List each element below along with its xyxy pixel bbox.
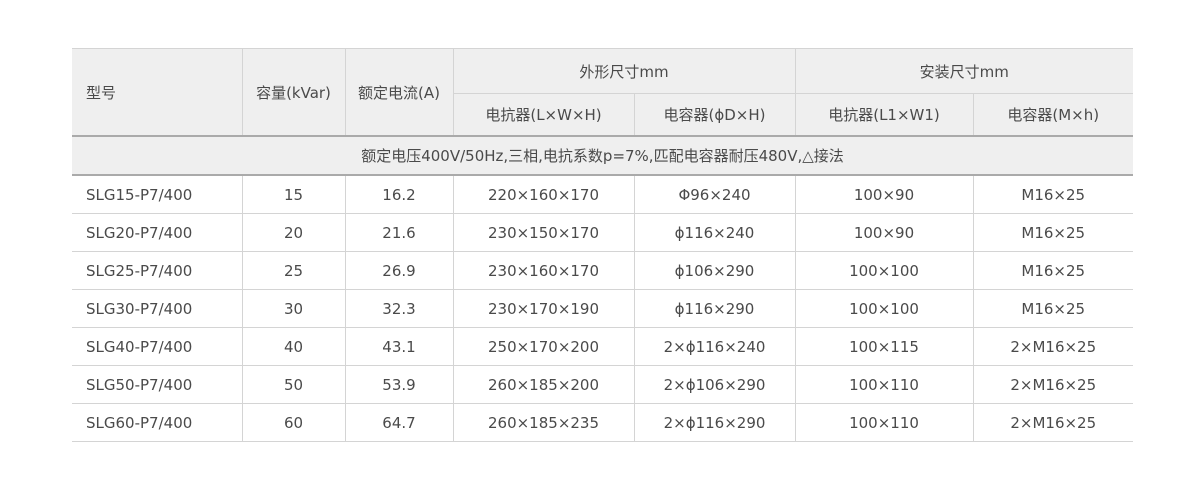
table-cell: 2×M16×25 [972, 403, 1133, 442]
table-row: SLG40-P7/400 40 43.1 250×170×200 2×ϕ116×240 1… [72, 327, 1133, 366]
header-outer-capacitor: 电容器(ϕD×H) [633, 93, 796, 137]
table-cell: 20 [241, 213, 346, 252]
table-cell: 230×170×190 [452, 289, 635, 328]
table-cell: 15 [241, 174, 346, 214]
table-cell: 40 [241, 327, 346, 366]
table-row: SLG20-P7/400 20 21.6 230×150×170 ϕ116×240 100… [72, 213, 1133, 252]
table-cell: M16×25 [972, 213, 1133, 252]
table-cell: 2×M16×25 [972, 365, 1133, 404]
table-cell: ϕ116×240 [633, 213, 796, 252]
table-cell: 30 [241, 289, 346, 328]
table-cell: 250×170×200 [452, 327, 635, 366]
header-install-reactor: 电抗器(L1×W1) [794, 93, 974, 137]
table-row: SLG50-P7/400 50 53.9 260×185×200 2×ϕ106×290 1… [72, 365, 1133, 404]
table-cell: M16×25 [972, 251, 1133, 290]
table-row: SLG30-P7/400 30 32.3 230×170×190 ϕ116×290 100… [72, 289, 1133, 328]
table-cell: ϕ116×290 [633, 289, 796, 328]
table-cell: ϕ106×290 [633, 251, 796, 290]
table-cell: M16×25 [972, 289, 1133, 328]
table-row: SLG60-P7/400 60 64.7 260×185×235 2×ϕ116×290 1… [72, 403, 1133, 442]
table-cell: 50 [241, 365, 346, 404]
table-cell: 230×160×170 [452, 251, 635, 290]
table-cell: 60 [241, 403, 346, 442]
table-cell: 43.1 [344, 327, 454, 366]
table-cell: SLG60-P7/400 [72, 403, 243, 442]
header-install-dimensions: 安装尺寸mm [794, 48, 1133, 94]
table-cell: 2×ϕ116×290 [633, 403, 796, 442]
table-cell: 100×90 [794, 174, 974, 214]
header-current: 额定电流(A) [344, 48, 454, 137]
table-cell: 21.6 [344, 213, 454, 252]
table-cell: 230×150×170 [452, 213, 635, 252]
header-outer-reactor: 电抗器(L×W×H) [453, 93, 635, 137]
table-cell: 100×100 [794, 251, 974, 290]
table-cell: 260×185×235 [452, 403, 635, 442]
table-row: SLG15-P7/400 15 16.2 220×160×170 Φ96×240 100×… [72, 174, 1133, 214]
header-capacity: 容量(kVar) [241, 48, 346, 137]
table-cell: 100×90 [794, 213, 974, 252]
table-cell: 16.2 [344, 174, 454, 214]
table-cell: 220×160×170 [452, 174, 635, 214]
header-install-capacitor: 电容器(M×h) [972, 93, 1133, 137]
table-cell: 25 [241, 251, 346, 290]
table-cell: 100×100 [794, 289, 974, 328]
table-cell: 64.7 [344, 403, 454, 442]
table-cell: 26.9 [344, 251, 454, 290]
table-cell: 53.9 [344, 365, 454, 404]
table-cell: SLG30-P7/400 [72, 289, 243, 328]
table-cell: 100×115 [794, 327, 974, 366]
table-cell: Φ96×240 [633, 174, 796, 214]
table-cell: 2×ϕ116×240 [633, 327, 796, 366]
table-cell: 2×M16×25 [972, 327, 1133, 366]
table-cell: SLG15-P7/400 [72, 174, 243, 214]
table-cell: 2×ϕ106×290 [633, 365, 796, 404]
table-cell: SLG25-P7/400 [72, 251, 243, 290]
spec-table: 型号 容量(kVar) 额定电流(A) 外形尺寸mm 安装尺寸mm 电抗器(L×… [72, 48, 1133, 442]
table-cell: SLG40-P7/400 [72, 327, 243, 366]
header-model: 型号 [72, 48, 243, 137]
table-cell: SLG20-P7/400 [72, 213, 243, 252]
table-cell: M16×25 [972, 174, 1133, 214]
table-cell: 100×110 [794, 365, 974, 404]
table-row: SLG25-P7/400 25 26.9 230×160×170 ϕ106×290 100… [72, 251, 1133, 290]
spec-banner: 额定电压400V/50Hz,三相,电抗系数p=7%,匹配电容器耐压480V,△接… [72, 135, 1133, 176]
table-cell: 32.3 [344, 289, 454, 328]
table-cell: SLG50-P7/400 [72, 365, 243, 404]
table-cell: 100×110 [794, 403, 974, 442]
header-outer-dimensions: 外形尺寸mm [452, 48, 796, 94]
table-cell: 260×185×200 [452, 365, 635, 404]
